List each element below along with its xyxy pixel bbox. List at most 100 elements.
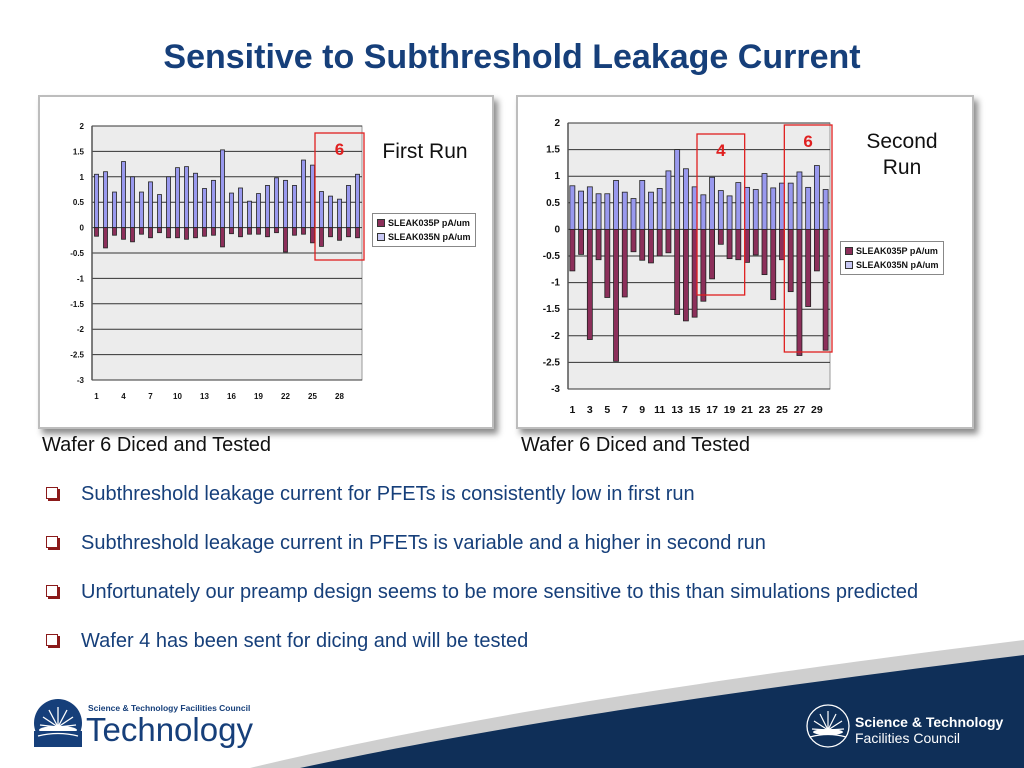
x-tick-label: 28 [335, 392, 344, 401]
x-tick-label: 1 [94, 392, 99, 401]
bar-n [157, 194, 162, 229]
bar-n [674, 149, 681, 230]
run-label: First Run [382, 140, 468, 163]
legend-swatch-p [377, 219, 385, 227]
bar-n [613, 180, 619, 230]
bar-n [639, 180, 646, 230]
y-tick-label: 1.5 [546, 145, 560, 156]
x-tick-label: 13 [671, 404, 683, 416]
legend-label: SLEAK035N pA/um [856, 260, 939, 270]
bar-n [94, 173, 99, 229]
bar-n [752, 189, 759, 230]
legend-item-n: SLEAK035N pA/um [377, 230, 471, 244]
x-tick-label: 4 [121, 392, 126, 401]
logo-line1: Science & Technology [855, 714, 1004, 730]
bar-p [586, 228, 593, 340]
bar-n [717, 190, 724, 230]
bar-p [813, 228, 820, 272]
bar-p [787, 228, 794, 293]
legend-item-p: SLEAK035P pA/um [377, 216, 471, 230]
bar-n [247, 200, 252, 228]
x-tick-label: 16 [227, 392, 236, 401]
bar-p [319, 227, 324, 247]
bar-p [193, 227, 198, 239]
sunrise-logo-icon [806, 704, 850, 748]
highlight-label: 4 [716, 141, 726, 160]
checkbox-bullet-icon [46, 634, 58, 646]
legend-swatch-n [377, 233, 385, 241]
bar-n [604, 193, 611, 230]
bar-p [569, 228, 576, 272]
bar-n [569, 185, 576, 230]
bar-p [674, 228, 681, 315]
bar-n [337, 198, 342, 229]
bar-p [274, 227, 279, 234]
y-tick-label: 0 [554, 224, 560, 235]
bar-n [595, 193, 602, 230]
bar-p [139, 227, 144, 235]
slide-title: Sensitive to Subthreshold Leakage Curren… [163, 38, 861, 76]
highlight-box [696, 133, 746, 296]
bar-n [586, 186, 593, 230]
bar-p [94, 227, 99, 237]
bar-p [613, 228, 619, 362]
bullet-item: Unfortunately our preamp design seems to… [44, 578, 961, 606]
bar-n [166, 176, 171, 229]
bar-n [578, 190, 584, 230]
bar-p [166, 227, 171, 239]
bar-p [256, 227, 261, 235]
x-tick-label: 25 [776, 404, 788, 416]
x-tick-label: 7 [622, 404, 628, 416]
x-tick-label: 19 [724, 404, 736, 416]
highlight-box [783, 124, 833, 353]
bar-p [752, 228, 759, 256]
bar-p [717, 228, 724, 245]
x-tick-label: 10 [173, 392, 182, 401]
bullet-text: Unfortunately our preamp design seems to… [81, 581, 919, 603]
bar-n [121, 161, 126, 228]
bar-n [256, 193, 261, 229]
x-tick-label: 9 [639, 404, 645, 416]
bar-p [604, 228, 611, 298]
chart-first-run: 2 1.5 1 0.5 0 -0.5 -1 -1.5 -2 -2.5 -3 1 4 7 10 13 16 19 22… [70, 122, 365, 401]
legend-label: SLEAK035P pA/um [388, 218, 470, 228]
bar-p [202, 227, 207, 237]
checkbox-bullet-icon [46, 585, 58, 597]
checkbox-bullet-icon [46, 487, 58, 499]
x-tick-label: 25 [308, 392, 317, 401]
logo-subtitle: Science & Technology Facilities Council [88, 703, 251, 713]
bar-p [175, 227, 180, 239]
bar-n [112, 191, 117, 229]
y-tick-label: -3 [551, 384, 560, 395]
bar-n [220, 149, 225, 228]
y-tick-label: 1.5 [73, 147, 85, 156]
y-tick-label: 0.5 [73, 198, 85, 207]
bar-n [319, 191, 324, 228]
bar-p [656, 228, 663, 257]
y-tick-label: -2.5 [543, 357, 561, 368]
bar-p [621, 228, 628, 298]
chart-panel-first-run: 2 1.5 1 0.5 0 -0.5 -1 -1.5 -2 -2.5 -3 1 4 7 10 13 16 19 22… [38, 95, 494, 429]
legend-swatch-p [845, 247, 853, 255]
legend-label: SLEAK035N pA/um [388, 232, 471, 242]
bar-p [355, 227, 360, 239]
y-tick-label: 1 [80, 173, 85, 182]
y-tick-label: -1 [77, 274, 85, 283]
bar-n [301, 159, 306, 229]
bullet-item: Subthreshold leakage current in PFETs is… [44, 529, 1004, 557]
x-tick-label: 15 [689, 404, 701, 416]
stfc-logo: Science & Technology Facilities Council [800, 695, 1015, 755]
chart-second-run: 21.510.50-0.5-1-1.5-2-2.5-31 3 5 7 9 11 13 15 17… [543, 118, 833, 416]
bullet-text: Wafer 4 has been sent for dicing and wil… [81, 630, 529, 652]
bar-n [665, 170, 672, 230]
bar-p [229, 227, 234, 235]
bar-p [761, 228, 768, 276]
bar-n [265, 185, 270, 228]
bar-n [103, 171, 108, 229]
legend-swatch-n [845, 261, 853, 269]
bar-p [283, 227, 288, 253]
bar-p [709, 228, 716, 280]
x-tick-label: 13 [200, 392, 209, 401]
x-tick-label: 5 [604, 404, 610, 416]
